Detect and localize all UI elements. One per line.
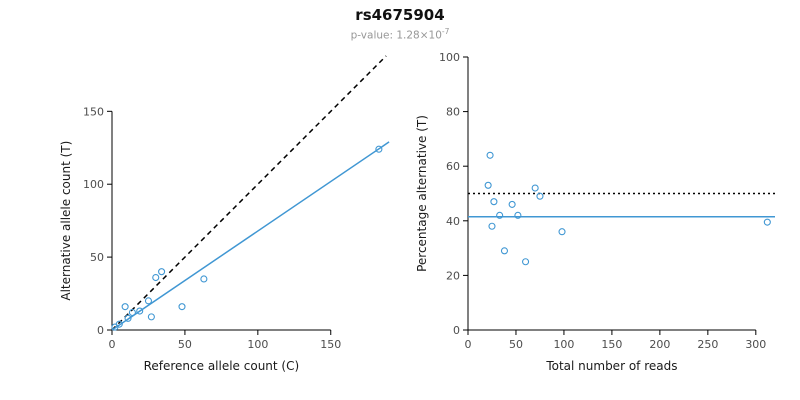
y-tick-label: 0 <box>453 324 460 337</box>
y-axis-title: Percentage alternative (T) <box>415 115 429 272</box>
x-axis-title: Total number of reads <box>545 359 677 373</box>
data-point <box>147 313 155 321</box>
x-tick-label: 0 <box>109 338 116 351</box>
data-point <box>158 268 166 276</box>
data-point <box>124 314 132 322</box>
data-point <box>536 192 544 200</box>
data-point <box>522 258 530 266</box>
x-axis-title: Reference allele count (C) <box>144 359 300 373</box>
y-tick-label: 100 <box>439 51 460 64</box>
data-point <box>121 303 129 311</box>
data-point <box>558 228 566 236</box>
identity-line <box>111 55 387 331</box>
pvalue-text: p-value: 1.28×10 <box>350 29 442 42</box>
x-tick-label: 0 <box>465 338 472 351</box>
data-point <box>200 275 208 283</box>
y-tick-label: 0 <box>97 324 104 337</box>
y-tick-label: 80 <box>446 106 460 119</box>
x-tick-label: 200 <box>649 338 670 351</box>
data-point <box>486 151 494 159</box>
figure-title: rs4675904 <box>355 6 445 24</box>
data-point <box>152 273 160 282</box>
scatter-allele-counts: 0 50 100 150 0 50 100 150 Reference allele count… <box>59 55 390 373</box>
x-tick-label: 50 <box>178 338 192 351</box>
data-point <box>763 218 771 226</box>
data-point <box>115 320 123 328</box>
figure-header: rs4675904 p-value: 1.28×10-7 <box>0 6 800 42</box>
x-tick-label: 300 <box>745 338 766 351</box>
data-point <box>508 200 516 208</box>
y-tick-label: 50 <box>90 251 104 264</box>
data-point <box>500 247 509 255</box>
data-point <box>375 145 383 153</box>
data-point <box>496 211 504 219</box>
y-tick-label: 100 <box>83 178 104 191</box>
pvalue-exponent: -7 <box>441 27 450 36</box>
x-tick-label: 250 <box>697 338 718 351</box>
data-point <box>136 307 144 315</box>
x-tick-label: 100 <box>553 338 574 351</box>
y-tick-label: 20 <box>446 269 460 282</box>
x-tick-label: 100 <box>247 338 268 351</box>
data-point <box>178 303 186 311</box>
x-tick-label: 150 <box>601 338 622 351</box>
figure-subtitle: p-value: 1.28×10-7 <box>0 27 800 42</box>
data-point <box>128 308 136 317</box>
data-point <box>144 297 153 305</box>
x-tick-label: 50 <box>509 338 523 351</box>
y-tick-label: 150 <box>83 105 104 118</box>
scatter-percentage-reads: 0 50 100 150 200 250 300 0 20 40 60 80 100 Total numb… <box>415 51 775 373</box>
y-axis-title: Alternative allele count (T) <box>59 141 73 301</box>
y-tick-label: 60 <box>446 160 460 173</box>
data-point <box>490 198 498 206</box>
data-point <box>488 222 496 230</box>
data-point <box>484 181 492 189</box>
y-tick-label: 40 <box>446 215 460 228</box>
data-point <box>531 184 539 192</box>
data-point <box>514 211 522 219</box>
fit-line <box>111 141 390 331</box>
x-tick-label: 150 <box>320 338 341 351</box>
